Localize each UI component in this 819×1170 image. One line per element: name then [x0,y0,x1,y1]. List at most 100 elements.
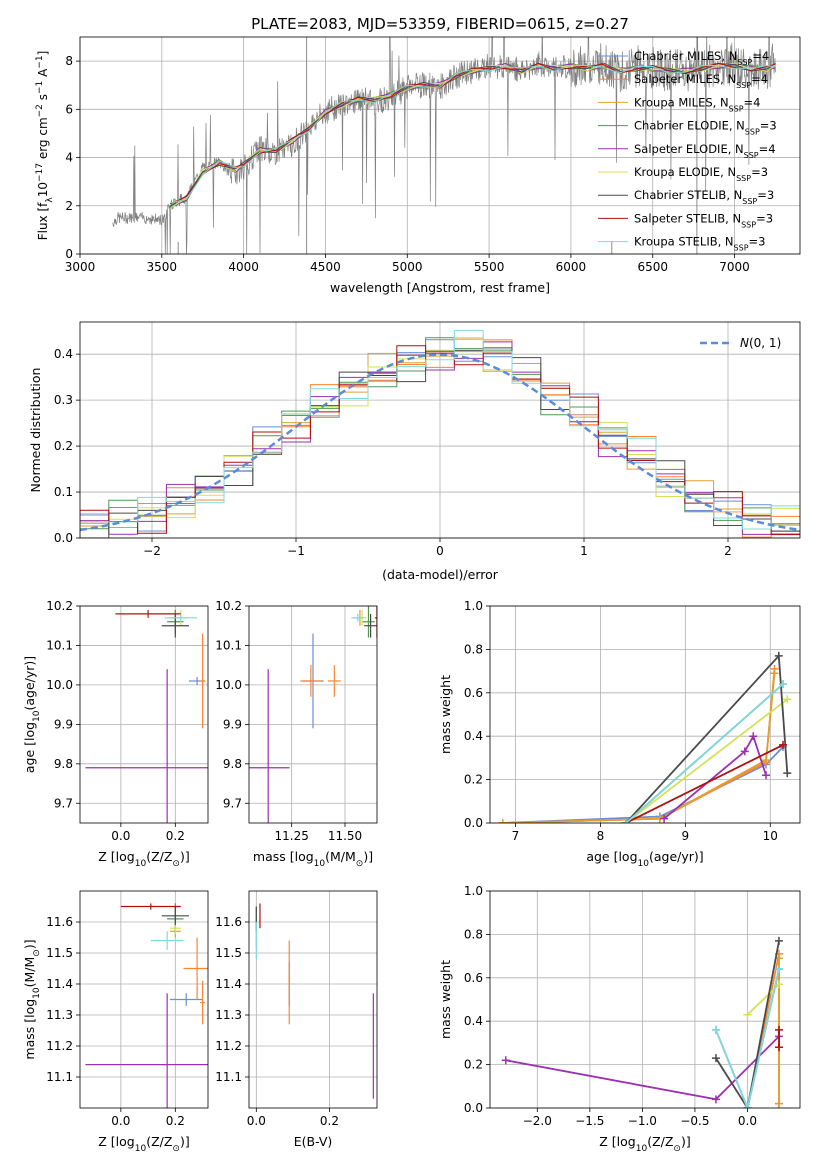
error-bar-point [161,906,189,926]
axes: 11.25 11.50 9.7 9.8 9.9 10.0 10.1 10.2 [215,599,362,843]
error-bar-point [249,669,290,823]
axes: 0.0 0.2 11.1 11.2 11.3 11.4 11.5 11.6 [215,915,339,1128]
error-bar-point [85,993,208,1108]
weight-line [663,733,767,820]
weight-marker [743,1010,752,1019]
y-tick-label: 6 [65,102,73,116]
x-axis-label: (data-model)/error [382,567,499,582]
weight-marker [770,669,779,678]
y-tick-label: 11.2 [215,1039,242,1053]
x-axis-label: age [log10(age/yr)] [586,849,703,869]
weight-line [502,668,776,823]
weight-marker [774,1043,783,1052]
x-tick-label: 4000 [228,260,259,274]
y-tick-label: 4 [65,151,73,165]
x-tick-label: 3000 [65,260,96,274]
y-tick-label: 0.2 [464,773,483,787]
panel-massweight-vs-z: −2.0 −1.5 −1.0 −0.5 0.0 0.0 0.2 0.4 0.6 0.8 1.0 Z [… [438,884,801,1154]
y-tick-label: 11.6 [215,915,242,929]
error-bar-point [300,665,322,697]
x-tick-label: 8 [597,829,605,843]
y-tick-label: 8 [65,54,73,68]
x-tick-label: −1.0 [628,1114,657,1128]
y-tick-label: 11.4 [46,977,73,991]
error-bar-point [115,609,181,618]
residual-histogram-8 [80,329,800,538]
legend-entry: N(0, 1) [740,336,781,350]
y-tick-label: 10.2 [46,599,73,613]
y-tick-label: 0.0 [54,531,73,545]
weight-marker [501,1056,510,1065]
x-tick-label: −0.5 [680,1114,709,1128]
x-tick-label: 3500 [147,260,178,274]
y-tick-label: 9.7 [54,796,73,810]
y-tick-label: 2 [65,199,73,213]
y-tick-label: 0.2 [54,439,73,453]
y-axis-label: mass [log10(M/M⊙)] [22,939,42,1059]
residual-histogram-6 [80,347,800,538]
y-tick-label: 1.0 [464,599,483,613]
axes-frame [248,890,378,1109]
weight-line [625,698,788,823]
error-bar-point [199,633,206,729]
x-axis-label: Z [log10(Z/Z⊙)] [98,1134,189,1154]
x-tick-label: 2 [724,544,732,558]
grid [80,605,208,823]
panel-massweight-vs-age: 7 8 9 10 0.0 0.2 0.4 0.6 0.8 1.0 age [log10(age/yr… [438,599,801,869]
weight-marker [779,680,788,689]
axes: −2 −1 0 1 2 0.0 0.1 0.2 0.3 0.4 [54,347,732,558]
x-tick-label: 0.2 [166,1114,185,1128]
weight-line [715,940,780,1108]
weight-marker [774,1025,783,1034]
y-tick-label: 1.0 [464,884,483,898]
weight-line [625,683,784,823]
weight-marker [621,819,630,823]
x-tick-label: 0.0 [111,1114,130,1128]
x-tick-label: −1.5 [575,1114,604,1128]
x-tick-label: 1 [580,544,588,558]
axes-frame [489,890,801,1109]
panel-spectrum: 3000 3500 4000 4500 5000 5500 6000 6500 7000 0 2 4 6… [35,36,801,295]
y-axis-label: Normed distribution [28,368,43,493]
weight-marker [660,814,669,823]
weight-marker [498,819,507,823]
y-tick-label: 11.5 [46,946,73,960]
legend-entry: Kroupa STELIB, NSSP=3 [634,235,765,253]
y-tick-label: 0.0 [464,816,483,830]
axes-frame [79,321,801,539]
x-tick-label: 7 [512,829,520,843]
plot-area [501,936,783,1108]
y-tick-label: 9.9 [54,717,73,731]
grid [249,891,377,1108]
legend-entry: Salpeter MILES, NSSP=4 [634,72,768,90]
plot-area [112,37,776,254]
x-tick-label: 5000 [392,260,423,274]
error-bar-point [85,669,208,823]
plot-area [85,903,208,1108]
plot-area [249,606,377,823]
y-tick-label: 9.8 [223,757,242,771]
x-tick-label: 0.0 [111,829,130,843]
weight-line [625,744,784,823]
y-tick-label: 11.1 [215,1070,242,1084]
weight-marker [762,771,771,780]
axes: −2.0 −1.5 −1.0 −0.5 0.0 0.0 0.2 0.4 0.6 0.8 1.0 [464,884,757,1128]
x-axis-label: Z [log10(Z/Z⊙)] [98,849,189,869]
y-tick-label: 0.6 [464,686,483,700]
x-tick-label: 11.50 [328,829,362,843]
grid [490,605,800,824]
y-tick-label: 10.1 [215,638,242,652]
weight-marker [783,769,792,778]
normal-curve [80,353,800,532]
y-tick-label: 11.5 [215,946,242,960]
y-tick-label: 11.2 [46,1039,73,1053]
error-bar-point [364,613,377,638]
y-tick-label: 0.2 [464,1058,483,1072]
x-tick-label: 6500 [637,260,668,274]
error-bar-point [374,606,377,638]
weight-marker [774,651,783,660]
panel-mass-vs-ebv: 0.0 0.2 11.1 11.2 11.3 11.4 11.5 11.6 E(B-V) [215,890,378,1149]
weight-marker [711,1054,720,1063]
y-tick-label: 0.8 [464,642,483,656]
